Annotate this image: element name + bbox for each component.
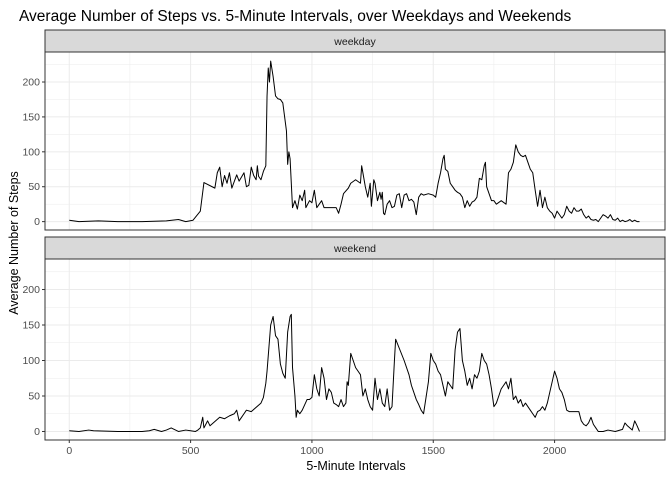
chart-title: Average Number of Steps vs. 5-Minute Int…: [19, 8, 571, 25]
x-axis-title: 5-Minute Intervals: [306, 459, 405, 473]
y-tick-label: 50: [28, 390, 40, 402]
x-tick-label: 1000: [300, 445, 324, 457]
series-line-weekend: [69, 313, 640, 432]
panel-border-weekday: [44, 51, 666, 231]
y-axis-title: Average Number of Steps: [7, 171, 21, 315]
y-tick-label: 100: [22, 146, 40, 158]
y-tick-label: 150: [22, 320, 40, 332]
strip-label-weekend: weekend: [333, 243, 376, 255]
panel-weekend: weekend 0 50 100 150 200: [22, 236, 666, 441]
strip-label-weekday: weekday: [333, 36, 376, 48]
y-tick-label: 0: [34, 216, 40, 228]
y-tick-label: 50: [28, 181, 40, 193]
y-tick-label: 0: [34, 426, 40, 438]
y-tick-label: 150: [22, 111, 40, 123]
y-tick-label: 200: [22, 77, 40, 89]
series-line-weekday: [69, 60, 640, 223]
x-tick-label: 2000: [543, 445, 567, 457]
panel-weekday: weekday 0 50 100 150 200: [22, 29, 666, 231]
x-tick-label: 0: [66, 445, 72, 457]
y-tick-label: 200: [22, 284, 40, 296]
x-tick-label: 1500: [422, 445, 446, 457]
y-tick-label: 100: [22, 355, 40, 367]
x-tick-label: 500: [182, 445, 200, 457]
x-axis-ticks: 0 500 1000 1500 2000: [66, 440, 566, 457]
panel-border-weekend: [44, 258, 666, 441]
panels-group: weekday 0 50 100 150 200 weekend 0 50 100 150 200: [22, 29, 666, 441]
